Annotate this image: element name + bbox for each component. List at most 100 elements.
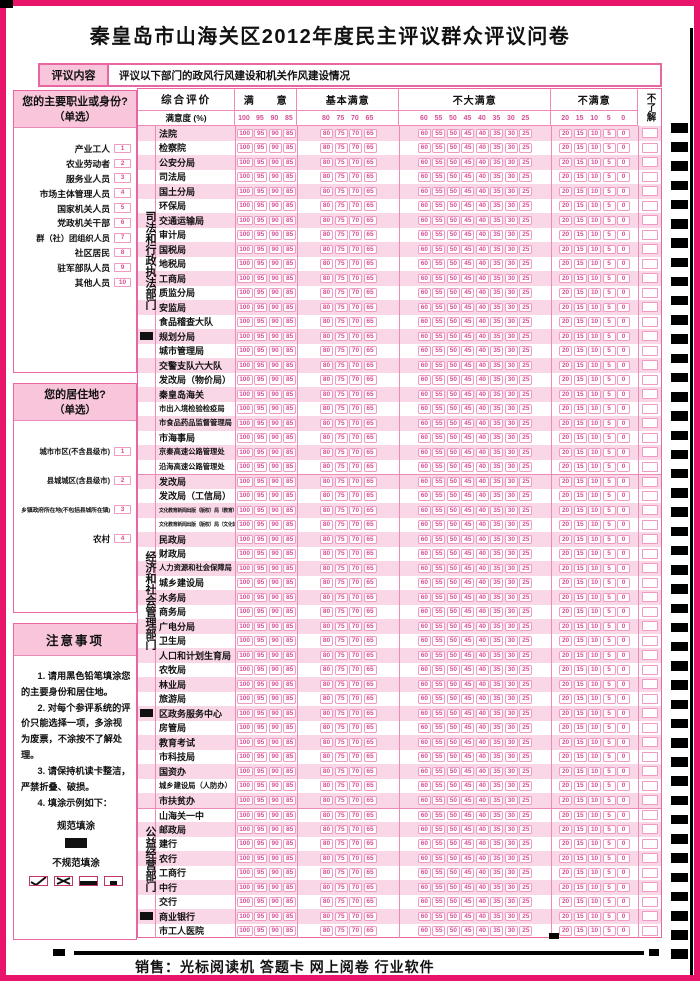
score-bubble[interactable]: 65	[363, 853, 377, 863]
score-bubble[interactable]: 65	[363, 433, 377, 443]
score-bubble[interactable]: 90	[268, 911, 282, 921]
score-bubble[interactable]: 75	[334, 157, 348, 167]
score-bubble[interactable]: 60	[417, 143, 431, 153]
score-bubble[interactable]: 40	[475, 186, 489, 196]
score-bubble[interactable]: 40	[475, 810, 489, 820]
unknown-box[interactable]	[641, 128, 658, 139]
score-bubble[interactable]: 80	[320, 201, 334, 211]
score-bubble[interactable]: 5	[602, 404, 616, 414]
score-bubble[interactable]: 40	[475, 824, 489, 834]
score-bubble[interactable]: 0	[617, 172, 631, 182]
score-bubble[interactable]: 75	[334, 534, 348, 544]
score-bubble[interactable]: 40	[475, 694, 489, 704]
score-bubble[interactable]: 80	[320, 882, 334, 892]
score-bubble[interactable]: 45	[461, 534, 475, 544]
score-bubble[interactable]: 10	[588, 259, 602, 269]
score-bubble[interactable]: 70	[349, 882, 363, 892]
score-bubble[interactable]: 85	[283, 346, 297, 356]
score-bubble[interactable]: 45	[461, 911, 475, 921]
score-bubble[interactable]: 35	[490, 404, 504, 414]
score-bubble[interactable]: 90	[268, 491, 282, 501]
score-bubble[interactable]: 30	[504, 186, 518, 196]
score-bubble[interactable]: 95	[254, 679, 268, 689]
score-bubble[interactable]: 90	[268, 578, 282, 588]
score-bubble[interactable]: 60	[417, 679, 431, 689]
score-bubble[interactable]: 10	[588, 766, 602, 776]
score-bubble[interactable]: 20	[559, 186, 573, 196]
unknown-box[interactable]	[641, 925, 658, 936]
score-bubble[interactable]: 50	[446, 230, 460, 240]
score-bubble[interactable]: 70	[349, 650, 363, 660]
score-bubble[interactable]: 20	[559, 694, 573, 704]
score-bubble[interactable]: 35	[490, 520, 504, 530]
score-bubble[interactable]: 85	[283, 186, 297, 196]
score-bubble[interactable]: 100	[236, 534, 253, 544]
score-bubble[interactable]: 95	[254, 259, 268, 269]
score-bubble[interactable]: 90	[268, 302, 282, 312]
score-bubble[interactable]: 30	[504, 853, 518, 863]
score-bubble[interactable]: 30	[504, 795, 518, 805]
score-bubble[interactable]: 55	[432, 186, 446, 196]
score-bubble[interactable]: 95	[254, 404, 268, 414]
unknown-box[interactable]	[641, 157, 658, 168]
score-bubble[interactable]: 40	[475, 143, 489, 153]
score-bubble[interactable]: 100	[236, 389, 253, 399]
score-bubble[interactable]: 70	[349, 273, 363, 283]
score-bubble[interactable]: 30	[504, 592, 518, 602]
score-bubble[interactable]: 0	[617, 650, 631, 660]
score-bubble[interactable]: 30	[504, 636, 518, 646]
score-bubble[interactable]: 0	[617, 230, 631, 240]
score-bubble[interactable]: 0	[617, 926, 631, 936]
score-bubble[interactable]: 65	[363, 375, 377, 385]
score-bubble[interactable]: 60	[417, 360, 431, 370]
score-bubble[interactable]: 95	[254, 302, 268, 312]
score-bubble[interactable]: 70	[349, 477, 363, 487]
score-bubble[interactable]: 100	[236, 781, 253, 791]
score-bubble[interactable]: 40	[475, 360, 489, 370]
score-bubble[interactable]: 55	[432, 389, 446, 399]
score-bubble[interactable]: 100	[236, 926, 253, 936]
score-bubble[interactable]: 5	[602, 462, 616, 472]
score-bubble[interactable]: 65	[363, 824, 377, 834]
score-bubble[interactable]: 75	[334, 186, 348, 196]
score-bubble[interactable]: 25	[519, 897, 533, 907]
score-bubble[interactable]: 25	[519, 853, 533, 863]
score-bubble[interactable]: 0	[617, 273, 631, 283]
score-bubble[interactable]: 30	[504, 259, 518, 269]
score-bubble[interactable]: 20	[559, 128, 573, 138]
score-bubble[interactable]: 10	[588, 636, 602, 646]
score-bubble[interactable]: 85	[283, 607, 297, 617]
score-bubble[interactable]: 90	[268, 259, 282, 269]
score-bubble[interactable]: 0	[617, 766, 631, 776]
score-bubble[interactable]: 90	[268, 215, 282, 225]
score-bubble[interactable]: 65	[363, 694, 377, 704]
score-bubble[interactable]: 30	[504, 694, 518, 704]
score-bubble[interactable]: 20	[559, 578, 573, 588]
score-bubble[interactable]: 70	[349, 839, 363, 849]
score-bubble[interactable]: 95	[254, 375, 268, 385]
score-bubble[interactable]: 40	[475, 534, 489, 544]
score-bubble[interactable]: 80	[320, 766, 334, 776]
score-bubble[interactable]: 90	[268, 621, 282, 631]
score-bubble[interactable]: 25	[519, 186, 533, 196]
score-bubble[interactable]: 5	[602, 839, 616, 849]
score-bubble[interactable]: 30	[504, 781, 518, 791]
score-bubble[interactable]: 0	[617, 563, 631, 573]
score-bubble[interactable]: 40	[475, 215, 489, 225]
score-bubble[interactable]: 70	[349, 679, 363, 689]
score-bubble[interactable]: 90	[268, 723, 282, 733]
unknown-box[interactable]	[641, 722, 658, 733]
score-bubble[interactable]: 15	[573, 244, 587, 254]
score-bubble[interactable]: 80	[320, 824, 334, 834]
score-bubble[interactable]: 50	[446, 505, 460, 515]
score-bubble[interactable]: 95	[254, 592, 268, 602]
unknown-box[interactable]	[641, 534, 658, 545]
score-bubble[interactable]: 35	[490, 824, 504, 834]
score-bubble[interactable]: 10	[588, 346, 602, 356]
score-bubble[interactable]: 50	[446, 911, 460, 921]
score-bubble[interactable]: 80	[320, 737, 334, 747]
score-bubble[interactable]: 65	[363, 186, 377, 196]
score-bubble[interactable]: 0	[617, 781, 631, 791]
score-bubble[interactable]: 35	[490, 636, 504, 646]
score-bubble[interactable]: 60	[417, 157, 431, 167]
